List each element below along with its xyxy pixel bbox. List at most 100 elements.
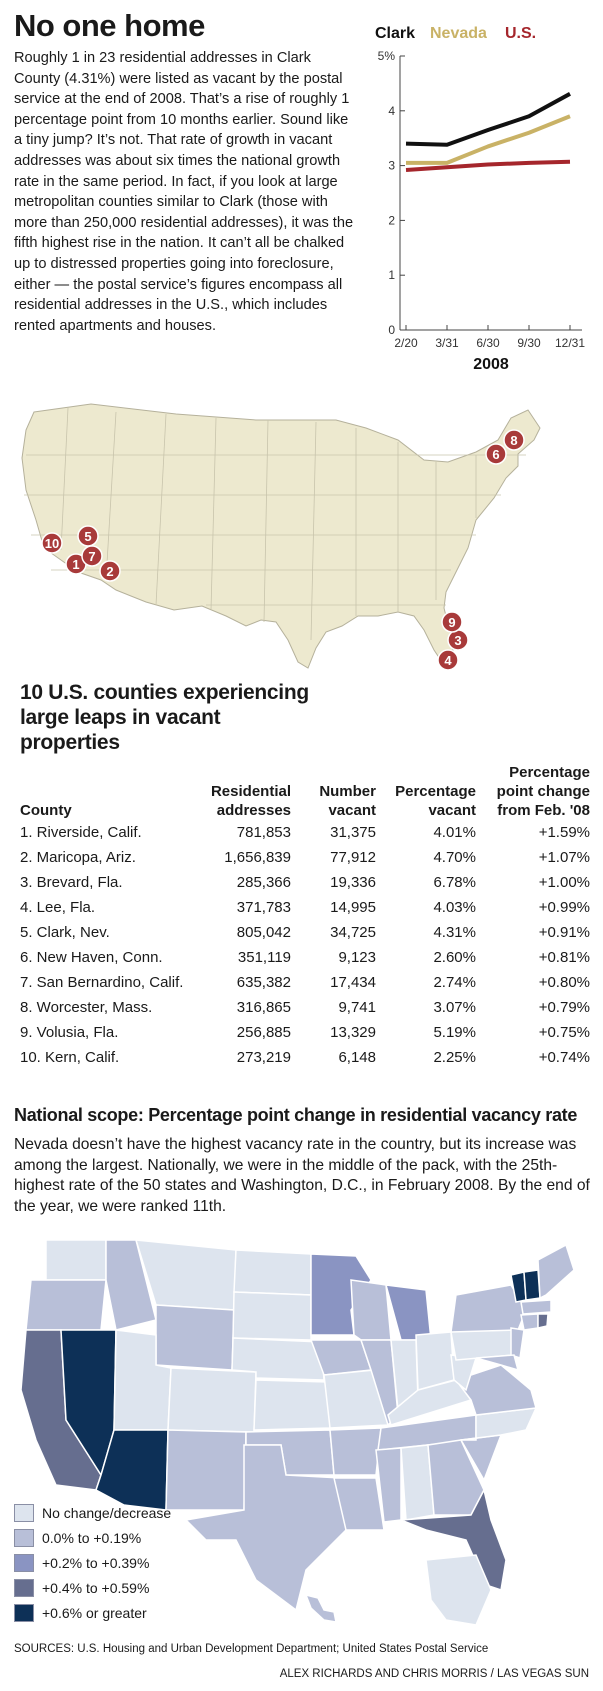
series-line-nevada xyxy=(406,114,571,165)
col-header-change: Percentage point change from Feb. '08 xyxy=(496,764,590,819)
legend-item: No change/decrease xyxy=(14,1500,171,1525)
table-cell: 2.60% xyxy=(433,949,476,966)
legend-label: +0.4% to +0.59% xyxy=(42,1579,150,1596)
county-marker-label: 6 xyxy=(492,447,499,462)
state-tx xyxy=(184,1444,347,1612)
state-mn xyxy=(310,1253,372,1336)
us-map-county-markers: 1 2 34 5 6 7 8 9 10 xyxy=(21,403,541,671)
legend-label: 0.0% to +0.19% xyxy=(42,1529,142,1546)
legend-label: No change/decrease xyxy=(42,1504,172,1521)
table-cell: +1.00% xyxy=(538,874,590,891)
x-tick-label: 12/31 xyxy=(555,336,585,350)
county-marker-label: 9 xyxy=(448,615,455,630)
table-cell: 3.07% xyxy=(433,999,476,1016)
county-marker xyxy=(77,525,99,547)
counties-table: County Residential addresses Number vaca… xyxy=(20,752,590,1070)
table-cell: 5. Clark, Nev. xyxy=(20,924,110,941)
table-cell: 2. Maricopa, Ariz. xyxy=(20,849,136,866)
x-tick-label: 9/30 xyxy=(517,336,541,350)
legend-label: +0.6% or greater xyxy=(42,1604,147,1621)
state-or xyxy=(25,1279,107,1331)
table-row: 2. Maricopa, Ariz. 1,656,839 77,912 4.70% +1… xyxy=(20,845,590,870)
state-ak xyxy=(425,1554,492,1626)
county-marker-label: 5 xyxy=(84,529,91,544)
table-cell: 9,123 xyxy=(338,949,376,966)
table-cell: 4.70% xyxy=(433,849,476,866)
credit-line: ALEX RICHARDS AND CHRIS MORRIS / LAS VEG… xyxy=(279,1668,589,1680)
table-cell: 2.74% xyxy=(433,974,476,991)
table-cell: 14,995 xyxy=(330,899,376,916)
y-tick-labels: 0 1 2 3 4 5% xyxy=(378,49,405,337)
x-axis-label: 2008 xyxy=(473,356,509,373)
table-cell: +0.99% xyxy=(538,899,590,916)
table-cell: 805,042 xyxy=(236,924,291,941)
table-cell: +0.81% xyxy=(538,949,590,966)
table-cell: +0.75% xyxy=(538,1024,590,1041)
state-ks xyxy=(253,1379,331,1431)
col-header-county: County xyxy=(20,802,72,819)
table-cell: 19,336 xyxy=(330,874,376,891)
table-header: County Residential addresses Number vaca… xyxy=(20,752,590,820)
state-ar xyxy=(329,1427,382,1476)
table-cell: 285,366 xyxy=(236,874,291,891)
legend-swatch xyxy=(14,1578,34,1597)
intro-paragraph: Roughly 1 in 23 residential addresses in… xyxy=(14,50,354,334)
state-hi xyxy=(304,1593,337,1623)
table-row: 3. Brevard, Fla. 285,366 19,336 6.78% +1.00% xyxy=(20,870,590,895)
table-cell: +0.74% xyxy=(538,1049,590,1066)
table-cell: 9,741 xyxy=(338,999,376,1016)
table-cell: +1.07% xyxy=(538,849,590,866)
state-md xyxy=(475,1354,520,1372)
table-cell: 635,382 xyxy=(236,974,291,991)
state-la xyxy=(333,1477,385,1531)
county-marker xyxy=(41,532,63,554)
series-line-clark xyxy=(405,92,571,147)
state-nj xyxy=(510,1327,525,1359)
table-row: 1. Riverside, Calif. 781,853 31,375 4.01% +1… xyxy=(20,820,590,845)
county-markers: 1 2 34 5 6 7 8 9 10 xyxy=(41,429,525,671)
table-row: 7. San Bernardino, Calif. 635,382 17,434 2.… xyxy=(20,970,590,995)
state-cells xyxy=(20,1240,575,1626)
state-ri xyxy=(537,1313,549,1329)
state-wy xyxy=(155,1304,235,1371)
county-marker xyxy=(437,649,459,671)
county-marker-label: 2 xyxy=(106,564,113,579)
x-tick-labels: 2/20 3/31 6/30 9/30 12/31 xyxy=(394,325,585,350)
y-tick-label: 4 xyxy=(388,104,395,118)
table-cell: 1,656,839 xyxy=(224,849,291,866)
state-borders xyxy=(24,407,526,641)
table-title: 10 U.S. counties experiencing large leap… xyxy=(20,681,309,754)
table-cell: 273,219 xyxy=(236,1049,291,1066)
table-row: 9. Volusia, Fla. 256,885 13,329 5.19% +0.75% xyxy=(20,1020,590,1045)
col-header-vacant: Number vacant xyxy=(319,783,376,819)
county-marker xyxy=(99,560,121,582)
county-marker-label: 7 xyxy=(88,549,95,564)
county-marker-label: 10 xyxy=(45,536,59,551)
table-cell: 34,725 xyxy=(330,924,376,941)
page-title: No one home xyxy=(14,8,205,43)
table-cell: +0.91% xyxy=(538,924,590,941)
table-cell: 4.01% xyxy=(433,824,476,841)
y-tick-label: 2 xyxy=(388,213,395,227)
y-tick-label: 3 xyxy=(388,159,395,173)
y-tick-label: 1 xyxy=(388,268,395,282)
table-row: 8. Worcester, Mass. 316,865 9,741 3.07% +0.7… xyxy=(20,995,590,1020)
table-body: 1. Riverside, Calif. 781,853 31,375 4.01% +1… xyxy=(20,820,590,1070)
table-cell: 77,912 xyxy=(330,849,376,866)
table-cell: 4.03% xyxy=(433,899,476,916)
county-marker xyxy=(503,429,525,451)
table-cell: 31,375 xyxy=(330,824,376,841)
state-me xyxy=(537,1243,575,1300)
legend-swatch xyxy=(14,1553,34,1572)
county-marker-label: 4 xyxy=(444,653,452,668)
table-cell: 8. Worcester, Mass. xyxy=(20,999,153,1016)
legend-swatch xyxy=(14,1603,34,1622)
x-tick-label: 2/20 xyxy=(394,336,418,350)
legend-entry: U.S. xyxy=(505,25,536,42)
table-cell: 2.25% xyxy=(433,1049,476,1066)
legend-swatch xyxy=(14,1528,34,1547)
table-cell: +0.79% xyxy=(538,999,590,1016)
col-header-addresses: Residential addresses xyxy=(210,783,291,819)
series-line-us xyxy=(405,159,571,172)
scope-paragraph: Nevada doesn’t have the highest vacancy … xyxy=(14,1136,590,1215)
